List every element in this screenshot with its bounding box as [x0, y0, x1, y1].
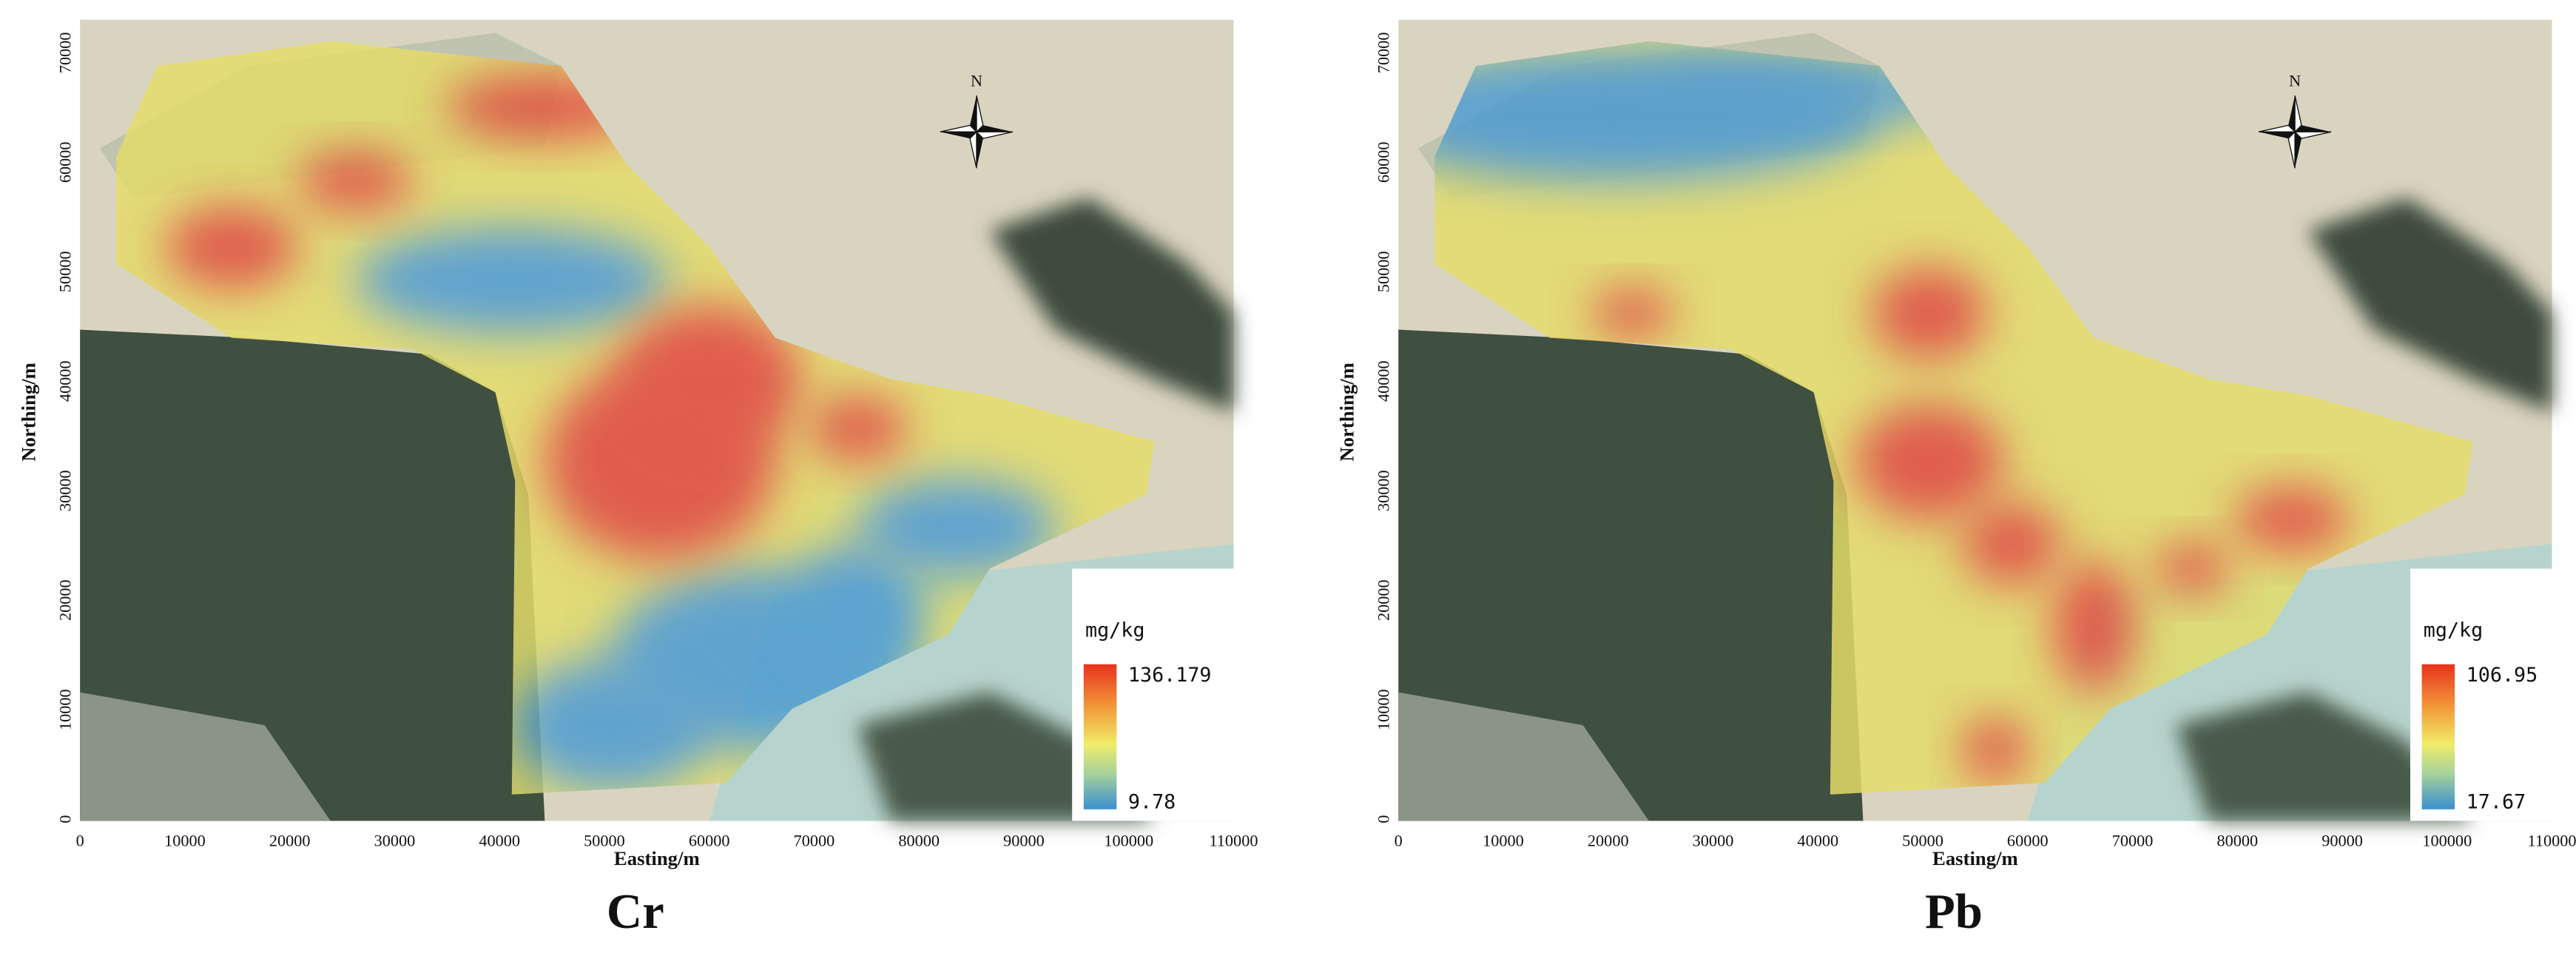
high-zone — [2156, 542, 2229, 596]
high-zone — [166, 206, 298, 289]
x-tick-label: 10000 — [1483, 831, 1524, 849]
x-tick-label: 100000 — [1104, 831, 1153, 849]
caption: Cr — [607, 884, 664, 939]
x-tick-label: 40000 — [479, 831, 520, 849]
high-zone — [808, 395, 908, 462]
legend-max: 106.95 — [2467, 664, 2538, 687]
land-southwest — [1398, 692, 1649, 821]
x-tick-label: 80000 — [898, 831, 940, 849]
y-tick-label: 0 — [55, 815, 74, 824]
y-tick-label: 10000 — [55, 689, 74, 730]
islands-south — [2176, 692, 2473, 821]
x-tick-label: 110000 — [2528, 831, 2576, 849]
map-panel: 0 10000 20000 30000 40000 50000 60000 70000 8000… — [1336, 19, 2576, 939]
x-tick-label: 0 — [76, 831, 84, 849]
x-tick-label: 70000 — [794, 831, 835, 849]
legend-unit: mg/kg — [1085, 619, 1144, 642]
y-tick-label: 30000 — [55, 470, 74, 511]
x-tick-label: 20000 — [269, 831, 311, 849]
y-tick-label: 60000 — [1375, 141, 1393, 183]
x-tick-label: 20000 — [1588, 831, 1629, 849]
low-zone — [511, 659, 710, 792]
y-axis-title: Northing/m — [17, 363, 39, 462]
y-tick-label: 40000 — [1375, 360, 1393, 402]
x-tick-label: 40000 — [1797, 831, 1838, 849]
map-panel: 0 10000 20000 30000 40000 50000 60000 70000 8000… — [17, 19, 1258, 939]
islands — [989, 198, 1234, 412]
x-tick-label: 10000 — [164, 831, 206, 849]
land-southwest — [80, 692, 331, 821]
high-zone — [1855, 403, 2003, 519]
compass-label: N — [2289, 71, 2301, 90]
legend-unit: mg/kg — [2424, 619, 2483, 642]
y-tick-label: 60000 — [55, 141, 74, 183]
x-tick-label: 110000 — [1209, 831, 1258, 849]
x-tick-label: 50000 — [584, 831, 625, 849]
x-tick-label: 30000 — [374, 831, 416, 849]
x-tick-label: 60000 — [2007, 831, 2049, 849]
land-south — [1398, 329, 1864, 821]
compass-star-light — [2258, 95, 2332, 169]
x-tick-label: 100000 — [2422, 831, 2472, 849]
y-tick-label: 50000 — [1375, 251, 1393, 292]
high-zone — [2052, 560, 2135, 693]
legend-max: 136.179 — [1128, 664, 1212, 687]
y-tick-label: 20000 — [55, 579, 74, 621]
caption: Pb — [1925, 884, 1983, 939]
x-tick-label: 90000 — [1003, 831, 1045, 849]
low-zone — [792, 544, 924, 676]
compass-label: N — [971, 71, 982, 90]
y-tick-label: 70000 — [55, 32, 74, 73]
x-tick-label: 60000 — [689, 831, 730, 849]
high-zone — [297, 151, 414, 212]
low-zone — [857, 478, 1056, 577]
high-zone — [1871, 266, 1987, 360]
legend-min: 9.78 — [1128, 790, 1176, 813]
islands — [2307, 198, 2552, 412]
y-tick-label: 70000 — [1375, 32, 1393, 73]
high-zone — [1591, 288, 1674, 338]
y-tick-label: 10000 — [1375, 689, 1393, 730]
x-tick-label: 50000 — [1902, 831, 1943, 849]
legend-ramp — [1083, 664, 1117, 809]
legend-ramp — [2421, 664, 2455, 809]
y-tick-label: 50000 — [55, 251, 74, 292]
legend-min: 17.67 — [2467, 790, 2526, 813]
high-zone — [2233, 486, 2350, 553]
x-tick-label: 30000 — [1693, 831, 1734, 849]
y-tick-label: 30000 — [1375, 470, 1393, 511]
x-axis-title: Easting/m — [614, 847, 700, 869]
y-axis-title: Northing/m — [1336, 363, 1358, 462]
high-zone — [1962, 717, 2029, 784]
x-tick-label: 90000 — [2322, 831, 2363, 849]
y-tick-label: 40000 — [55, 360, 74, 402]
y-tick-label: 20000 — [1375, 579, 1393, 621]
high-zone — [1962, 502, 2061, 585]
compass: N — [2258, 71, 2332, 169]
compass: N — [940, 71, 1014, 169]
compass-star-light — [940, 95, 1014, 169]
x-tick-label: 70000 — [2112, 831, 2154, 849]
low-zone — [355, 227, 669, 333]
x-tick-label: 0 — [1395, 831, 1403, 849]
x-tick-label: 80000 — [2216, 831, 2258, 849]
high-zone — [618, 305, 800, 454]
land-south — [80, 329, 545, 821]
y-tick-label: 0 — [1375, 815, 1393, 824]
x-axis-title: Easting/m — [1932, 847, 2018, 869]
